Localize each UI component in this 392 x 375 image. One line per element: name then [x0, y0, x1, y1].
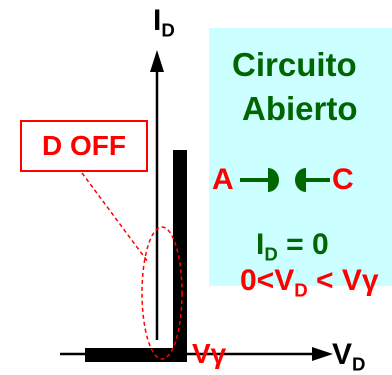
- x-axis-arrowhead: [312, 347, 333, 361]
- y-axis-arrowhead: [150, 50, 164, 72]
- terminal-c-plate: [295, 168, 306, 192]
- info-panel: [209, 28, 392, 286]
- terminal-a-plate: [268, 168, 279, 192]
- off-state-label-box: D OFF: [20, 120, 148, 172]
- panel-title-line1: Circuito: [232, 46, 357, 83]
- off-state-label: D OFF: [42, 130, 126, 161]
- terminal-c-label: C: [332, 163, 354, 196]
- panel-title-line2: Abierto: [242, 90, 358, 127]
- x-axis-label: VD: [332, 338, 366, 375]
- off-region-leader: [81, 172, 149, 263]
- off-region-ellipse: [141, 226, 183, 360]
- on-segment: [173, 150, 187, 362]
- threshold-label: Vγ: [192, 338, 227, 369]
- off-segment: [85, 348, 183, 362]
- y-axis-label: ID: [153, 4, 175, 41]
- terminal-a-label: A: [212, 163, 234, 196]
- current-equation: ID = 0: [256, 228, 329, 265]
- voltage-inequality: 0<VD < Vγ: [240, 266, 379, 301]
